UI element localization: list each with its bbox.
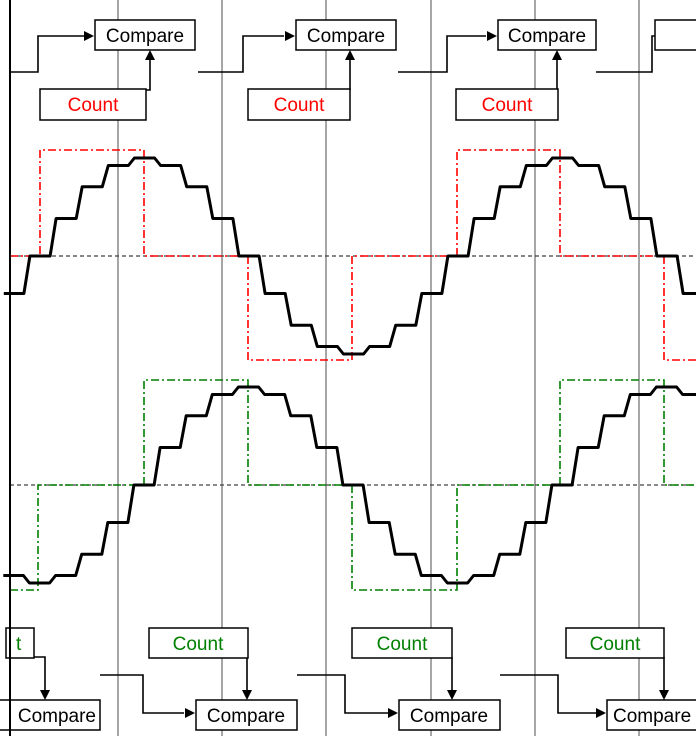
top-count-box-2: Count <box>247 88 351 121</box>
bottom-compare-box-4-partial: Compare <box>606 699 696 731</box>
bottom-compare-box-1-partial: Compare <box>0 699 101 731</box>
arrow-right-icon <box>487 31 497 41</box>
count-label: Count <box>173 634 224 655</box>
count-label: Count <box>68 95 119 116</box>
red-window-4 <box>663 256 696 361</box>
count-label: Count <box>274 95 325 116</box>
bottom-connector-3 <box>500 674 596 714</box>
arrow-right-icon <box>388 708 398 718</box>
green-count-windows <box>10 379 696 591</box>
arrow-up-icon <box>345 50 355 60</box>
red-window-3 <box>456 149 664 257</box>
compare-label: Compare <box>307 26 385 47</box>
count-label-partial: t <box>16 634 22 655</box>
bottom-connector-1 <box>100 674 184 714</box>
green-window-4 <box>559 379 696 486</box>
compare-label: Compare <box>18 706 96 727</box>
arrow-right-icon <box>84 31 94 41</box>
arrow-down-icon <box>242 690 252 700</box>
arrow-down-icon <box>447 690 457 700</box>
red-window-1 <box>10 149 248 257</box>
count-label: Count <box>590 634 641 655</box>
compare-label: Compare <box>410 706 488 727</box>
count-label: Count <box>377 634 428 655</box>
arrow-down-icon <box>40 690 50 700</box>
bottom-count-box-2: Count <box>148 627 249 659</box>
stepped-sine-bottom <box>3 385 696 585</box>
top-arrowheads <box>84 31 562 60</box>
bottom-compare-box-2: Compare <box>195 699 298 731</box>
top-compare-box-1: Compare <box>94 19 196 51</box>
compare-label: Compare <box>613 706 691 727</box>
arrow-up-icon <box>145 50 155 60</box>
top-connector-3 <box>398 35 486 73</box>
top-compare-box-2: Compare <box>295 19 397 51</box>
top-connector-2 <box>198 35 284 73</box>
top-count-box-1: Count <box>39 88 147 121</box>
top-connector-1 <box>10 35 84 73</box>
compare-label: Compare <box>106 26 184 47</box>
stepped-waveforms <box>3 156 696 585</box>
compare-label: Compare <box>508 26 586 47</box>
top-count-link-1 <box>145 58 151 91</box>
vertical-grid-lines <box>117 0 640 736</box>
arrow-right-icon <box>185 708 195 718</box>
green-window-3 <box>351 484 560 591</box>
stepped-sine-top <box>3 156 696 356</box>
arrow-down-icon <box>659 690 669 700</box>
zero-baselines <box>10 255 696 486</box>
bottom-count-box-4: Count <box>565 627 665 659</box>
green-window-2 <box>143 379 352 486</box>
top-compare-box-4-partial <box>654 19 696 51</box>
arrow-right-icon <box>285 31 295 41</box>
bottom-count-box-3: Count <box>351 627 453 659</box>
arrow-right-icon <box>596 708 606 718</box>
red-window-2 <box>247 255 457 361</box>
arrow-up-icon <box>552 50 562 60</box>
count-label: Count <box>482 95 533 116</box>
green-window-1 <box>10 484 144 591</box>
top-compare-box-3: Compare <box>497 19 597 51</box>
top-count-box-3: Count <box>455 88 559 121</box>
bottom-connector-2 <box>297 674 388 714</box>
compare-label: Compare <box>207 706 285 727</box>
bottom-connectors <box>33 656 665 714</box>
red-count-windows <box>10 149 696 361</box>
bottom-compare-box-3: Compare <box>398 699 501 731</box>
bottom-arrowheads <box>40 690 669 718</box>
bottom-count-link-1 <box>33 656 46 690</box>
